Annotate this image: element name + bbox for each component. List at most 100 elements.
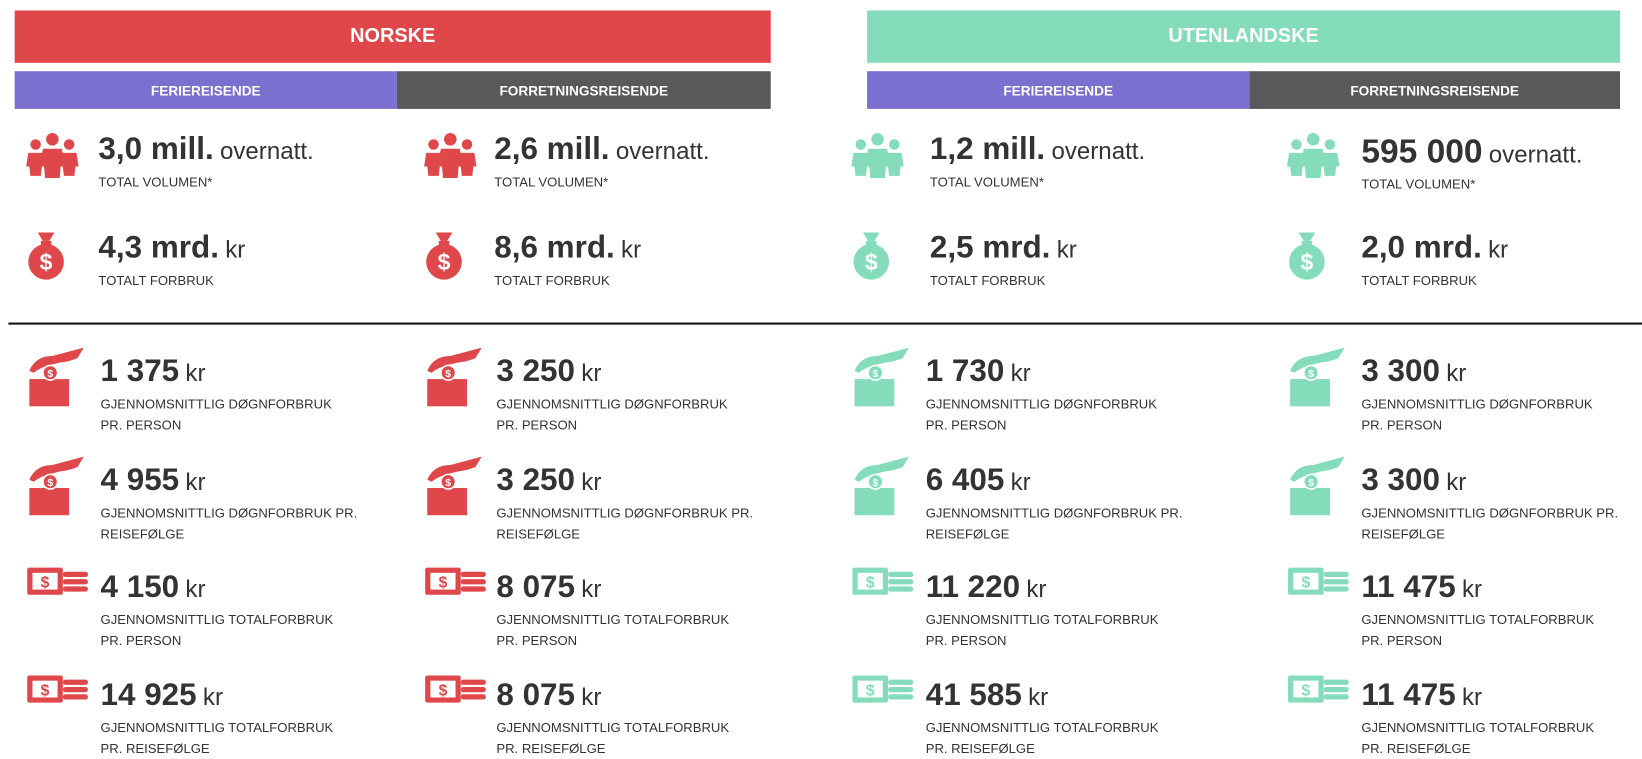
icon-bag: $ [850,230,892,286]
stat-label-line: PR. PERSON [925,633,1007,649]
svg-text:$: $ [439,682,448,699]
icon-hand: $ [423,456,484,523]
stat-label-line: TOTALT FORBRUK [929,273,1046,288]
icon-hand: $ [1286,347,1347,414]
stat-label-line: GJENNOMSNITTLIG DØGNFORBRUK PR. [496,505,754,521]
svg-text:$: $ [40,249,53,275]
stat-label-line: TOTALT FORBRUK [1361,273,1477,288]
stat-label-line: GJENNOMSNITTLIG DØGNFORBRUK PR. [1361,505,1619,521]
stat-label: TOTAL VOLUMEN* [1361,174,1582,195]
icon-hand: $ [25,456,86,523]
stat-value: 4 150 [100,569,180,605]
stat-label: GJENNOMSNITTLIG DØGNFORBRUK PR. PERSON [926,394,1157,436]
svg-text:$: $ [439,574,448,591]
stat-label: GJENNOMSNITTLIG TOTALFORBRUK PR. REISEFØL… [1361,717,1594,759]
stat-value: 11 475 [1361,677,1456,713]
stat: 2,0 mrd. kr TOTALT FORBRUK [1361,232,1508,291]
stat-label-line: GJENNOMSNITTLIG TOTALFORBRUK [496,720,730,736]
stat-value-line: 2,6 mill. overnatt. [494,134,709,165]
stat-label-line: PR. PERSON [496,633,578,649]
stat-label-line: PR. PERSON [925,417,1007,433]
stat-value-line: 3 250 kr [496,356,727,387]
stat-value-line: 4 150 kr [100,569,334,605]
icon-bag: $ [25,230,67,286]
stat-value: 3 250 [496,462,575,498]
stat-unit: kr [185,359,206,387]
stat-unit: kr [1488,235,1509,263]
stat-label: GJENNOMSNITTLIG DØGNFORBRUK PR. REISEFØLG… [926,503,1183,545]
stat-value: 11 220 [925,569,1021,605]
stat-label-line: GJENNOMSNITTLIG DØGNFORBRUK [1361,396,1593,412]
stat: 2,5 mrd. kr TOTALT FORBRUK [930,232,1077,291]
icon-people [850,132,904,183]
svg-text:$: $ [47,478,53,489]
stat-value-line: 14 925 kr [100,677,334,713]
svg-text:$: $ [1301,682,1310,699]
stat-unit: overnatt. [615,137,710,165]
stat-value: 2,0 mrd. [1361,230,1482,265]
stat-unit: kr [1446,359,1467,387]
stat: 3 300 kr GJENNOMSNITTLIG DØGNFORBRUK PR. RE… [1361,464,1618,545]
stat: 2,6 mill. overnatt. TOTAL VOLUMEN* [494,134,709,193]
stat-unit: overnatt. [219,137,314,165]
icon-bill: $ [850,563,915,604]
stat-label: GJENNOMSNITTLIG TOTALFORBRUK PR. PERSON [1361,609,1594,651]
icon-hand: $ [1286,456,1347,523]
stat-label: GJENNOMSNITTLIG TOTALFORBRUK PR. REISEFØL… [101,717,334,759]
stat-value-line: 3 300 kr [1361,464,1618,496]
stat-label-line: GJENNOMSNITTLIG DØGNFORBRUK [100,396,332,412]
stat-value: 3 300 [1361,353,1440,389]
svg-text:$: $ [873,369,879,380]
stat: 14 925 kr GJENNOMSNITTLIG TOTALFORBRUK PR. … [100,677,334,759]
stat-label-line: TOTAL VOLUMEN* [929,174,1044,190]
stat-label: GJENNOMSNITTLIG DØGNFORBRUK PR. REISEFØLG… [1361,503,1618,545]
icon-hand: $ [423,347,484,414]
stat-label: GJENNOMSNITTLIG TOTALFORBRUK PR. PERSON [101,609,334,651]
divider [8,322,1642,325]
stat: 11 220 kr GJENNOMSNITTLIG TOTALFORBRUK PR. … [925,569,1159,652]
icon-bill: $ [423,563,488,604]
stat: 1,2 mill. overnatt. TOTAL VOLUMEN* [930,134,1145,193]
stat-value: 595 000 [1361,131,1483,170]
svg-text:$: $ [1300,249,1313,275]
stat-label-line: PR. REISEFØLGE [100,741,210,757]
stat-label-line: PR. PERSON [1361,417,1443,433]
stat-unit: kr [1446,468,1467,496]
stat-value-line: 1 375 kr [101,356,332,387]
stat-unit: kr [1056,235,1077,263]
stat-unit: overnatt. [1488,140,1583,168]
stat-label: GJENNOMSNITTLIG TOTALFORBRUK PR. PERSON [926,609,1159,651]
stat-label-line: GJENNOMSNITTLIG DØGNFORBRUK PR. [100,505,358,521]
stat-value: 14 925 [100,677,197,713]
stat-unit: kr [581,359,602,387]
stat: 3,0 mill. overnatt. TOTAL VOLUMEN* [98,134,313,193]
svg-text:$: $ [41,574,50,591]
stat-label-line: REISEFØLGE [100,526,185,542]
stat-value-line: 2,5 mrd. kr [930,232,1077,263]
stat-value: 1 730 [925,353,1005,389]
icon-hand: $ [850,347,911,414]
stat-unit: kr [581,468,602,496]
group-header: UTENLANDSKE [867,10,1621,63]
stat-label-line: PR. PERSON [1361,633,1443,649]
svg-text:$: $ [866,574,875,591]
stat: 3 300 kr GJENNOMSNITTLIG DØGNFORBRUK PR. PE… [1361,356,1592,436]
stat-unit: kr [185,574,206,603]
stat-label-line: GJENNOMSNITTLIG TOTALFORBRUK [1361,720,1595,736]
icon-hand: $ [850,456,911,523]
segment-header: FORRETNINGSREISENDE [1249,71,1621,109]
icon-bill: $ [1286,563,1351,604]
stat-label: GJENNOMSNITTLIG DØGNFORBRUK PR. REISEFØLG… [496,503,753,545]
stat-value-line: 3 250 kr [496,462,753,498]
stat-value: 2,5 mrd. [929,230,1051,265]
stat-label-line: GJENNOMSNITTLIG DØGNFORBRUK [496,396,728,412]
icon-bag: $ [423,230,465,286]
stat-label: GJENNOMSNITTLIG DØGNFORBRUK PR. PERSON [101,394,332,436]
stat-label-line: REISEFØLGE [925,526,1010,542]
stat-value: 4,3 mrd. [98,230,219,265]
stat: 41 585 kr GJENNOMSNITTLIG TOTALFORBRUK PR. … [926,679,1159,759]
stat-label-line: GJENNOMSNITTLIG DØGNFORBRUK PR. [925,505,1183,521]
stat-value-line: 3 300 kr [1361,356,1592,387]
stat-label: TOTALT FORBRUK [930,270,1077,291]
